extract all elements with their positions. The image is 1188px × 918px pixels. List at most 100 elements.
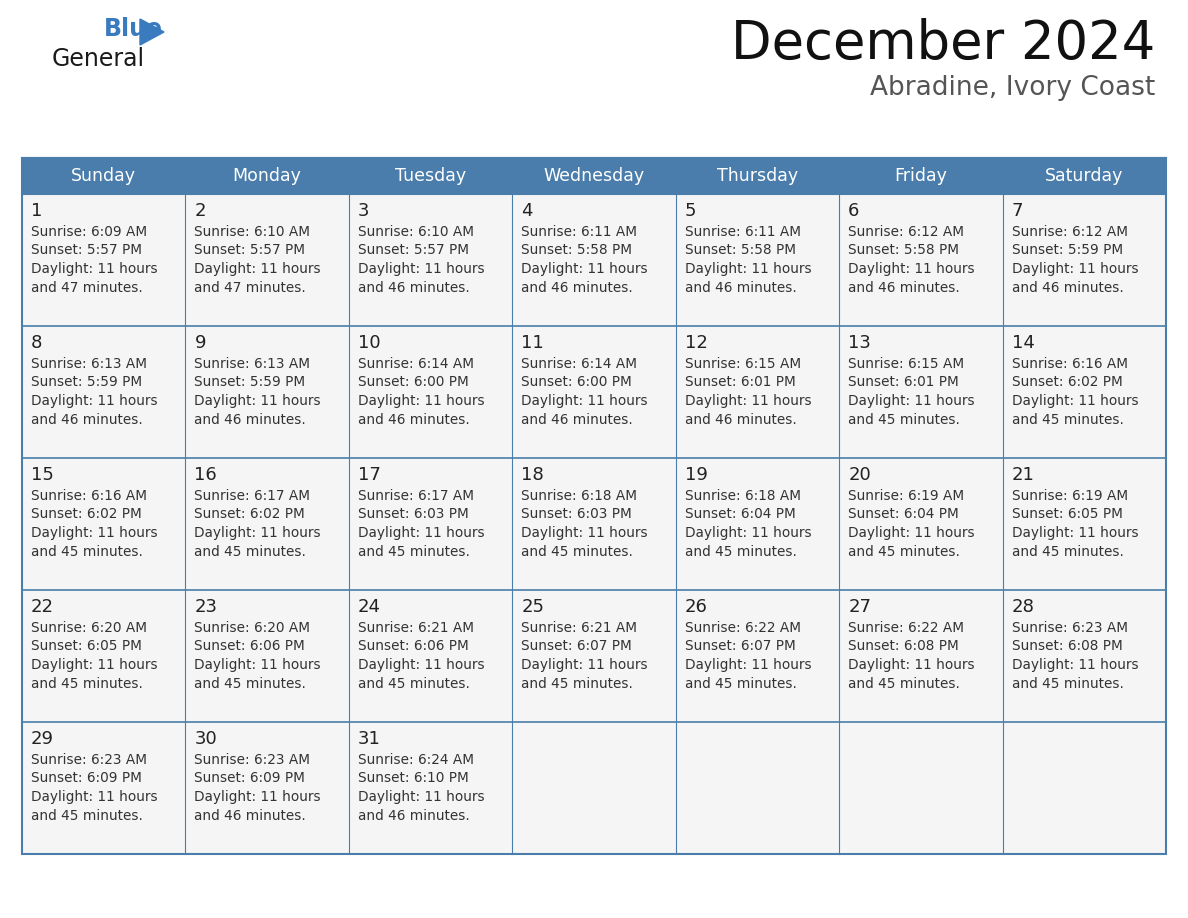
Text: 6: 6 [848,202,859,220]
Text: Sunset: 6:02 PM: Sunset: 6:02 PM [195,508,305,521]
Text: and 46 minutes.: and 46 minutes. [684,412,796,427]
Text: and 46 minutes.: and 46 minutes. [848,281,960,295]
Text: Sunset: 5:59 PM: Sunset: 5:59 PM [195,375,305,389]
Text: Sunset: 6:10 PM: Sunset: 6:10 PM [358,771,468,786]
Text: 22: 22 [31,598,53,616]
Text: Sunset: 5:57 PM: Sunset: 5:57 PM [31,243,143,258]
Text: Sunrise: 6:17 AM: Sunrise: 6:17 AM [195,489,310,503]
Text: Sunset: 6:04 PM: Sunset: 6:04 PM [684,508,796,521]
Text: Daylight: 11 hours: Daylight: 11 hours [684,658,811,672]
Text: Daylight: 11 hours: Daylight: 11 hours [684,526,811,540]
Text: Sunrise: 6:16 AM: Sunrise: 6:16 AM [1011,357,1127,371]
Text: 23: 23 [195,598,217,616]
Text: Sunrise: 6:12 AM: Sunrise: 6:12 AM [1011,225,1127,239]
Text: Friday: Friday [895,167,947,185]
Text: Daylight: 11 hours: Daylight: 11 hours [522,658,647,672]
Text: Sunrise: 6:22 AM: Sunrise: 6:22 AM [848,621,965,635]
Text: 21: 21 [1011,466,1035,484]
Text: Daylight: 11 hours: Daylight: 11 hours [522,526,647,540]
Text: and 45 minutes.: and 45 minutes. [195,677,307,690]
Text: 27: 27 [848,598,871,616]
Text: Sunset: 6:01 PM: Sunset: 6:01 PM [684,375,796,389]
Text: and 45 minutes.: and 45 minutes. [31,809,143,823]
Text: Sunset: 5:59 PM: Sunset: 5:59 PM [1011,243,1123,258]
Text: Sunrise: 6:15 AM: Sunrise: 6:15 AM [684,357,801,371]
Text: Sunrise: 6:22 AM: Sunrise: 6:22 AM [684,621,801,635]
Text: and 45 minutes.: and 45 minutes. [684,544,797,558]
Text: Daylight: 11 hours: Daylight: 11 hours [358,262,485,276]
Text: and 46 minutes.: and 46 minutes. [195,412,307,427]
Text: 25: 25 [522,598,544,616]
Text: Daylight: 11 hours: Daylight: 11 hours [848,526,975,540]
Text: and 45 minutes.: and 45 minutes. [358,544,469,558]
Text: and 45 minutes.: and 45 minutes. [848,412,960,427]
Text: 4: 4 [522,202,532,220]
Text: 16: 16 [195,466,217,484]
Text: Sunrise: 6:09 AM: Sunrise: 6:09 AM [31,225,147,239]
Text: Sunset: 5:57 PM: Sunset: 5:57 PM [358,243,469,258]
Text: Sunrise: 6:15 AM: Sunrise: 6:15 AM [848,357,965,371]
Text: Sunset: 6:09 PM: Sunset: 6:09 PM [31,771,141,786]
Text: 15: 15 [31,466,53,484]
Bar [23,590,1165,722]
Text: 5: 5 [684,202,696,220]
Text: Daylight: 11 hours: Daylight: 11 hours [1011,526,1138,540]
Text: Sunset: 6:04 PM: Sunset: 6:04 PM [848,508,959,521]
Text: and 45 minutes.: and 45 minutes. [684,677,797,690]
Text: Sunset: 6:08 PM: Sunset: 6:08 PM [1011,640,1123,654]
Text: Sunset: 5:58 PM: Sunset: 5:58 PM [684,243,796,258]
Text: and 45 minutes.: and 45 minutes. [31,544,143,558]
Text: Daylight: 11 hours: Daylight: 11 hours [31,790,158,804]
Text: Sunset: 6:09 PM: Sunset: 6:09 PM [195,771,305,786]
Text: Daylight: 11 hours: Daylight: 11 hours [31,526,158,540]
Text: Sunrise: 6:12 AM: Sunrise: 6:12 AM [848,225,965,239]
Text: Daylight: 11 hours: Daylight: 11 hours [195,394,321,408]
Text: Sunrise: 6:14 AM: Sunrise: 6:14 AM [522,357,637,371]
Text: Sunset: 6:07 PM: Sunset: 6:07 PM [684,640,796,654]
Text: Sunrise: 6:21 AM: Sunrise: 6:21 AM [522,621,637,635]
Text: 14: 14 [1011,334,1035,352]
Text: General: General [52,47,145,71]
Text: Sunrise: 6:18 AM: Sunrise: 6:18 AM [684,489,801,503]
Text: Blue: Blue [105,17,163,41]
Text: and 45 minutes.: and 45 minutes. [1011,544,1124,558]
Text: Sunset: 6:02 PM: Sunset: 6:02 PM [1011,375,1123,389]
Text: and 47 minutes.: and 47 minutes. [31,281,143,295]
Text: Sunset: 6:05 PM: Sunset: 6:05 PM [31,640,141,654]
Text: and 45 minutes.: and 45 minutes. [1011,412,1124,427]
Text: 10: 10 [358,334,380,352]
Text: Sunday: Sunday [71,167,137,185]
Text: 19: 19 [684,466,708,484]
Bar [23,158,1165,854]
Text: and 46 minutes.: and 46 minutes. [522,412,633,427]
Text: Sunrise: 6:19 AM: Sunrise: 6:19 AM [1011,489,1127,503]
Text: 30: 30 [195,730,217,748]
Text: Sunset: 5:59 PM: Sunset: 5:59 PM [31,375,143,389]
Text: Sunset: 6:05 PM: Sunset: 6:05 PM [1011,508,1123,521]
Text: Daylight: 11 hours: Daylight: 11 hours [31,262,158,276]
Text: and 45 minutes.: and 45 minutes. [522,677,633,690]
Text: Sunrise: 6:11 AM: Sunrise: 6:11 AM [522,225,637,239]
Text: Sunset: 6:06 PM: Sunset: 6:06 PM [195,640,305,654]
Text: Sunrise: 6:20 AM: Sunrise: 6:20 AM [195,621,310,635]
Text: 17: 17 [358,466,380,484]
Text: 28: 28 [1011,598,1035,616]
Text: 20: 20 [848,466,871,484]
Text: Daylight: 11 hours: Daylight: 11 hours [358,526,485,540]
Text: and 45 minutes.: and 45 minutes. [522,544,633,558]
Text: Sunrise: 6:21 AM: Sunrise: 6:21 AM [358,621,474,635]
Text: and 46 minutes.: and 46 minutes. [31,412,143,427]
Text: Sunset: 6:07 PM: Sunset: 6:07 PM [522,640,632,654]
Text: Daylight: 11 hours: Daylight: 11 hours [522,394,647,408]
Text: and 46 minutes.: and 46 minutes. [1011,281,1124,295]
Text: Sunset: 6:08 PM: Sunset: 6:08 PM [848,640,959,654]
Text: Daylight: 11 hours: Daylight: 11 hours [195,526,321,540]
Text: Daylight: 11 hours: Daylight: 11 hours [1011,658,1138,672]
Text: 9: 9 [195,334,206,352]
Bar [23,194,1165,326]
Text: Daylight: 11 hours: Daylight: 11 hours [848,658,975,672]
Text: Sunrise: 6:14 AM: Sunrise: 6:14 AM [358,357,474,371]
Text: Abradine, Ivory Coast: Abradine, Ivory Coast [870,75,1155,101]
Text: Sunrise: 6:20 AM: Sunrise: 6:20 AM [31,621,147,635]
Text: Sunset: 6:02 PM: Sunset: 6:02 PM [31,508,141,521]
